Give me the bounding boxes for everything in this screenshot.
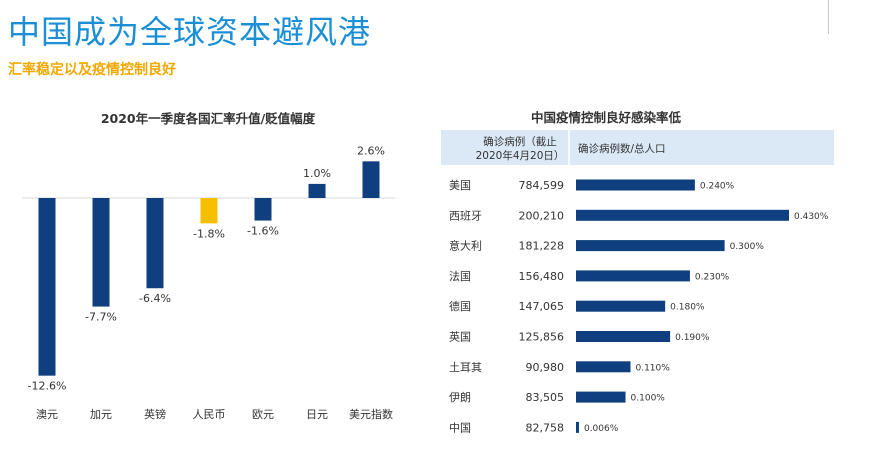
header-cases-line1: 确诊病例（截止 <box>483 135 557 148</box>
infection-chart-title: 中国疫情控制良好感染率低 <box>531 110 682 125</box>
cases-value: 82,758 <box>526 421 565 434</box>
fx-value-label: -6.4% <box>139 292 171 305</box>
fx-bar <box>92 198 110 307</box>
cases-value: 147,065 <box>519 300 565 313</box>
fx-value-label: -7.7% <box>85 311 117 324</box>
rate-value-label: 0.110% <box>635 363 670 373</box>
table-header-bg <box>441 130 834 165</box>
fx-bar <box>362 161 380 198</box>
rate-bar <box>576 209 789 221</box>
cases-value: 181,228 <box>519 240 565 253</box>
country-label: 伊朗 <box>449 391 471 404</box>
fx-value-label: -12.6% <box>28 380 67 393</box>
rate-bar <box>576 240 725 252</box>
page-title: 中国成为全球资本避风港 <box>8 13 372 51</box>
rate-value-label: 0.190% <box>675 333 710 343</box>
cases-value: 83,505 <box>526 391 565 404</box>
rate-bar <box>576 179 695 191</box>
cases-value: 784,599 <box>519 179 565 192</box>
fx-category-label: 日元 <box>306 408 328 421</box>
fx-bar <box>146 198 164 289</box>
cases-value: 156,480 <box>519 270 565 283</box>
header-cases-line2: 2020年4月20日） <box>476 149 565 162</box>
country-label: 土耳其 <box>449 361 482 374</box>
country-label: 德国 <box>449 299 471 313</box>
fx-bar <box>200 198 218 224</box>
fx-category-label: 美元指数 <box>349 407 393 421</box>
rate-bar <box>576 361 631 373</box>
country-label: 法国 <box>449 269 471 283</box>
rate-value-label: 0.240% <box>700 182 735 192</box>
country-label: 美国 <box>449 179 471 192</box>
rate-value-label: 0.180% <box>670 303 705 313</box>
rate-bar <box>576 300 666 312</box>
fx-bar <box>308 183 326 198</box>
cases-value: 200,210 <box>519 209 565 222</box>
fx-category-label: 加元 <box>90 408 112 421</box>
rate-value-label: 0.430% <box>794 212 829 222</box>
header-rate: 确诊病例数/总人口 <box>578 142 666 155</box>
cases-value: 90,980 <box>526 361 565 374</box>
fx-value-label: 1.0% <box>303 167 331 180</box>
rate-bar <box>576 391 626 403</box>
country-label: 意大利 <box>449 239 482 253</box>
fx-bar <box>38 198 56 376</box>
fx-bar <box>254 198 272 221</box>
rate-value-label: 0.100% <box>631 394 666 404</box>
fx-value-label: -1.8% <box>193 227 225 240</box>
title-divider <box>828 0 829 34</box>
cases-value: 125,856 <box>519 331 565 344</box>
rate-value-label: 0.300% <box>730 242 765 252</box>
rate-bar <box>576 421 579 433</box>
fx-category-label: 人民币 <box>193 408 226 421</box>
fx-value-label: -1.6% <box>247 225 279 238</box>
rate-bar <box>576 270 690 282</box>
rate-value-label: 0.006% <box>584 424 619 434</box>
fx-value-label: 2.6% <box>357 144 385 157</box>
fx-category-label: 英镑 <box>144 407 166 421</box>
fx-category-label: 欧元 <box>252 408 274 421</box>
fx-chart-title: 2020年一季度各国汇率升值/贬值幅度 <box>101 111 316 126</box>
rate-value-label: 0.230% <box>695 272 730 282</box>
fx-category-label: 澳元 <box>36 408 58 421</box>
page-subtitle: 汇率稳定以及疫情控制良好 <box>8 62 176 78</box>
country-label: 英国 <box>449 330 471 344</box>
rate-bar <box>576 331 671 342</box>
country-label: 中国 <box>449 421 471 434</box>
country-label: 西班牙 <box>449 209 482 222</box>
